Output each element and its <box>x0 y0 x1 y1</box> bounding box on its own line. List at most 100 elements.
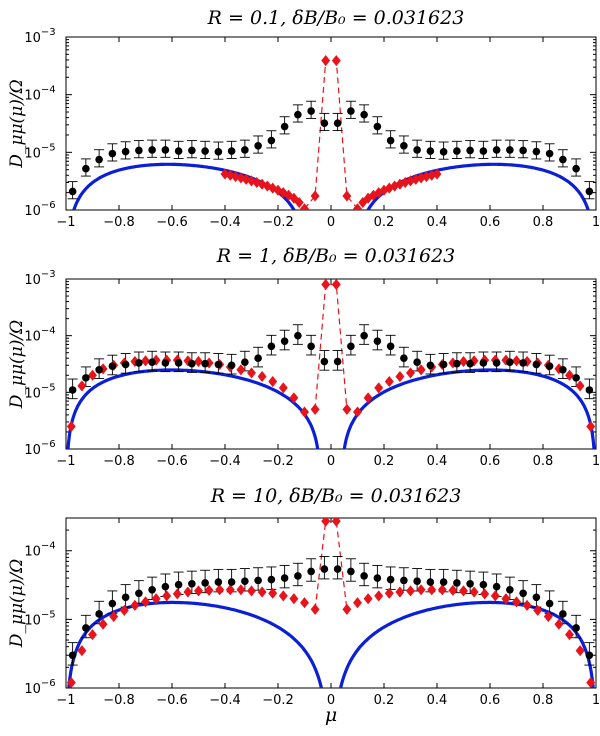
x-tick-label: 0.2 <box>374 454 395 469</box>
diamond-marker <box>342 190 352 202</box>
data-point <box>492 359 501 367</box>
data-point <box>453 147 461 155</box>
data-point <box>254 354 262 363</box>
diamond-marker <box>268 587 278 599</box>
y-tick-base: 10 <box>24 682 41 697</box>
plot-area <box>67 54 595 210</box>
data-point <box>135 146 143 155</box>
data-point <box>333 119 342 128</box>
data-point <box>559 610 567 618</box>
diamond-marker <box>374 382 384 394</box>
diamond-marker <box>273 184 283 196</box>
data-point <box>545 362 554 370</box>
diamond-marker <box>183 586 193 598</box>
data-point <box>347 342 355 351</box>
data-point <box>280 122 289 131</box>
diamond-marker <box>342 603 352 615</box>
data-point <box>201 579 209 587</box>
y-tick-label: 10−5 <box>24 609 55 628</box>
data-point <box>373 574 382 582</box>
y-tick-label: 10−4 <box>24 85 55 104</box>
x-tick-label: 0.4 <box>427 454 448 469</box>
chart-panel-3: R = 10, δB/B₀ = 0.031623 D_μμ(μ)/Ω −1 −0.8 −… <box>7 485 600 726</box>
data-point <box>439 360 448 369</box>
x-tick-label: −1 <box>56 215 75 230</box>
dashed-core-line <box>314 283 348 410</box>
diamond-marker <box>331 54 341 67</box>
x-tick-label: 0 <box>327 215 335 230</box>
x-tick-label: 0.6 <box>480 693 501 708</box>
data-point <box>386 575 395 584</box>
data-point <box>68 187 77 196</box>
data-point <box>267 136 276 145</box>
diamond-marker <box>321 54 331 67</box>
data-point <box>360 331 368 340</box>
y-tick-base: 10 <box>24 443 41 458</box>
diamond-marker <box>331 279 341 291</box>
diamond-marker <box>299 597 310 609</box>
diamond-marker <box>246 175 257 187</box>
y-axis-label: D_μμ(μ)/Ω <box>7 559 27 648</box>
y-tick-base: 10 <box>24 545 41 560</box>
diamond-marker <box>278 382 288 394</box>
x-tick-label: −0.2 <box>262 693 294 708</box>
y-tick-base: 10 <box>24 89 41 104</box>
data-point <box>466 146 474 155</box>
diamond-marker <box>575 645 585 657</box>
data-point <box>320 565 329 573</box>
data-point <box>174 147 183 155</box>
x-tick-label: 0.8 <box>533 454 554 469</box>
x-tick-label: 0.4 <box>427 693 448 708</box>
diamond-marker <box>162 590 172 602</box>
data-point <box>267 575 276 584</box>
diamond-marker <box>331 518 341 527</box>
data-point <box>519 359 527 367</box>
x-tick-label: 0.2 <box>374 693 395 708</box>
diamond-marker <box>236 172 246 184</box>
data-point <box>214 360 223 369</box>
diamond-marker <box>140 596 151 608</box>
data-point <box>82 624 90 632</box>
data-point <box>347 567 355 576</box>
data-point <box>360 572 368 580</box>
diamond-marker <box>310 603 320 615</box>
data-point <box>320 357 329 366</box>
diamond-marker <box>257 586 267 598</box>
y-tick-label: 10−6 <box>24 200 55 219</box>
data-point <box>585 187 594 196</box>
data-point <box>572 374 580 382</box>
diamond-marker <box>204 584 214 596</box>
diamond-marker <box>299 406 310 418</box>
diamond-marker <box>130 599 140 612</box>
data-point <box>559 365 567 374</box>
diamond-marker <box>294 196 304 209</box>
diamond-marker <box>151 593 161 605</box>
data-point <box>426 147 435 155</box>
x-tick-label: −0.2 <box>262 454 294 469</box>
diamond-marker <box>564 369 575 381</box>
diamond-marker <box>511 596 522 608</box>
y-tick-exponent: −4 <box>41 326 56 337</box>
diamond-marker <box>522 599 532 612</box>
data-point <box>572 164 580 173</box>
data-point <box>68 651 77 660</box>
data-point <box>413 146 421 154</box>
data-point <box>492 146 501 154</box>
diamond-marker <box>405 367 416 379</box>
y-tick-exponent: −6 <box>41 439 56 450</box>
diamond-marker <box>490 590 500 602</box>
diamond-marker <box>395 370 405 383</box>
data-point <box>519 589 527 598</box>
diamond-marker <box>193 355 204 368</box>
theory-curve-right <box>342 368 596 449</box>
y-tick-label: 10−4 <box>24 326 55 345</box>
x-tick-label: −1 <box>56 693 75 708</box>
data-point <box>466 579 474 588</box>
data-point <box>267 342 276 351</box>
x-tick-label: 0.4 <box>427 215 448 230</box>
diamond-marker <box>87 628 98 641</box>
chart-title: R = 1, δB/B₀ = 0.031623 <box>216 245 456 267</box>
data-point <box>532 593 541 602</box>
data-point <box>506 146 514 154</box>
